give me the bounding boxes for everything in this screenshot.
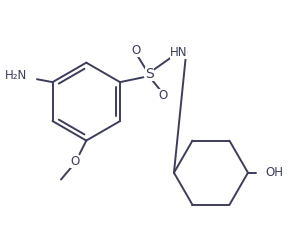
Text: OH: OH <box>266 166 284 179</box>
Text: H₂N: H₂N <box>5 69 27 82</box>
Text: O: O <box>131 45 140 58</box>
Text: S: S <box>145 67 154 81</box>
Text: O: O <box>158 89 167 102</box>
Text: O: O <box>70 155 79 169</box>
Text: HN: HN <box>170 46 187 60</box>
